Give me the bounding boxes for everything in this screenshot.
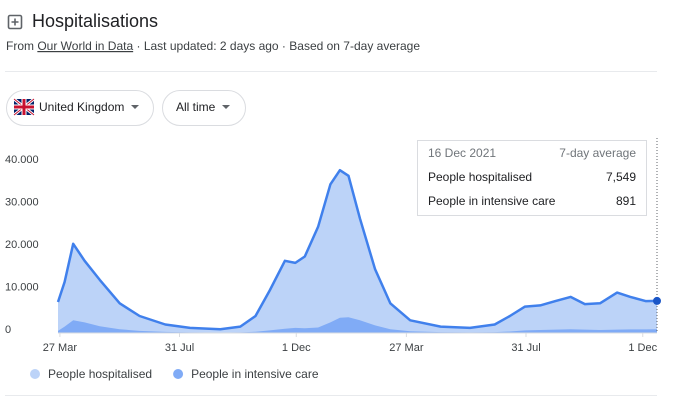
region-label: United Kingdom — [39, 100, 124, 114]
hover-point — [653, 296, 661, 305]
legend-swatch — [173, 369, 184, 379]
area — [58, 317, 657, 333]
button-frame — [162, 90, 246, 126]
region-button[interactable]: United Kingdom — [6, 90, 154, 126]
plot: 0 10.000 20.000 30.000 40.000 27 Mar 31 Jul 1 D… — [5, 138, 661, 381]
x-tick-label: 1 Dec — [282, 342, 311, 354]
title: Hospitalisations — [32, 11, 158, 31]
tooltip-label: People in intensive care — [428, 194, 556, 208]
subtitle: From Our World in Data · Last updated: 2… — [6, 39, 420, 53]
dropdown-arrow — [131, 105, 139, 109]
legend-label: People in intensive care — [191, 367, 319, 381]
range-label: All time — [176, 100, 216, 114]
tooltip-label: People hospitalised — [428, 170, 532, 184]
y-tick-label: 10.000 — [5, 281, 39, 293]
icon-plus — [11, 18, 19, 26]
dropdown-arrow — [222, 105, 230, 109]
from: From — [6, 39, 34, 53]
x-tick-label: 27 Mar — [43, 342, 78, 354]
y-tick-label: 40.000 — [5, 154, 39, 166]
x-tick-label: 27 Mar — [389, 342, 424, 354]
y-tick-label: 20.000 — [5, 239, 39, 251]
button-frame — [6, 90, 154, 126]
x-tick-label: 1 Dec — [628, 342, 657, 354]
x-tick-label: 31 Jul — [511, 342, 540, 354]
y-tick-label: 0 — [5, 324, 11, 336]
legend-swatch — [30, 369, 40, 379]
flag — [13, 97, 35, 117]
icon — [7, 14, 23, 30]
range-button[interactable]: All time — [162, 90, 246, 126]
tooltip-value: 7,549 — [606, 170, 636, 184]
area-line — [56, 168, 658, 331]
y-tick-label: 30.000 — [5, 196, 39, 208]
tooltip-basis: 7-day average — [559, 146, 636, 160]
tooltip: 16 Dec 2021 7-day average People hospita… — [417, 140, 647, 216]
x-tick-label: 31 Jul — [165, 342, 194, 354]
flag-cross-red — [14, 99, 34, 115]
legend-label: People hospitalised — [48, 367, 152, 381]
area — [58, 170, 657, 333]
tooltip-frame — [417, 140, 647, 216]
tooltip-value: 891 — [616, 194, 636, 208]
meta: · Last updated: 2 days ago · Based on 7-… — [137, 39, 421, 53]
source-link[interactable]: Our World in Data — [37, 39, 133, 53]
tooltip-date: 16 Dec 2021 — [428, 146, 496, 160]
